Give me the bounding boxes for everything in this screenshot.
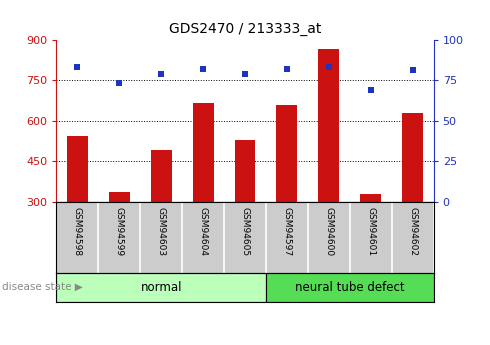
Bar bbox=[402, 112, 423, 202]
Text: neural tube defect: neural tube defect bbox=[295, 281, 405, 294]
Bar bbox=[235, 140, 255, 202]
Point bbox=[74, 65, 81, 70]
Bar bbox=[318, 49, 339, 202]
Point bbox=[283, 66, 291, 72]
Text: GSM94605: GSM94605 bbox=[241, 207, 249, 257]
Text: GSM94604: GSM94604 bbox=[198, 207, 208, 256]
Point bbox=[325, 65, 333, 70]
Text: GSM94602: GSM94602 bbox=[408, 207, 417, 256]
Bar bbox=[193, 103, 214, 202]
Text: disease state ▶: disease state ▶ bbox=[2, 282, 83, 292]
Text: GSM94599: GSM94599 bbox=[115, 207, 124, 257]
Bar bbox=[276, 105, 297, 202]
Text: GSM94603: GSM94603 bbox=[157, 207, 166, 257]
Text: GSM94597: GSM94597 bbox=[282, 207, 292, 257]
Bar bbox=[151, 150, 171, 202]
Text: GSM94601: GSM94601 bbox=[366, 207, 375, 257]
Point bbox=[241, 71, 249, 77]
Text: GSM94600: GSM94600 bbox=[324, 207, 333, 257]
Title: GDS2470 / 213333_at: GDS2470 / 213333_at bbox=[169, 22, 321, 36]
Bar bbox=[360, 194, 381, 202]
Bar bbox=[109, 193, 130, 202]
Point bbox=[367, 87, 375, 93]
Point bbox=[115, 81, 123, 86]
Point bbox=[409, 68, 416, 73]
Point bbox=[157, 71, 165, 77]
Text: GSM94598: GSM94598 bbox=[73, 207, 82, 257]
Text: normal: normal bbox=[141, 281, 182, 294]
Point bbox=[199, 66, 207, 72]
Bar bbox=[67, 136, 88, 202]
Bar bbox=[266, 273, 434, 302]
Bar bbox=[56, 273, 266, 302]
